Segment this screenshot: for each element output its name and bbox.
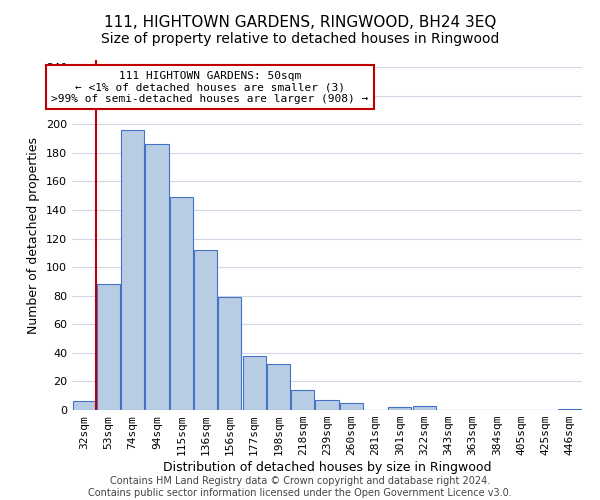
Bar — [97, 284, 120, 410]
Text: Contains HM Land Registry data © Crown copyright and database right 2024.
Contai: Contains HM Land Registry data © Crown c… — [88, 476, 512, 498]
Text: 111 HIGHTOWN GARDENS: 50sqm
← <1% of detached houses are smaller (3)
>99% of sem: 111 HIGHTOWN GARDENS: 50sqm ← <1% of det… — [51, 70, 368, 104]
Bar — [267, 364, 290, 410]
Bar — [73, 402, 95, 410]
Bar — [291, 390, 314, 410]
X-axis label: Distribution of detached houses by size in Ringwood: Distribution of detached houses by size … — [163, 461, 491, 474]
Bar — [218, 297, 241, 410]
Y-axis label: Number of detached properties: Number of detached properties — [28, 136, 40, 334]
Text: 111, HIGHTOWN GARDENS, RINGWOOD, BH24 3EQ: 111, HIGHTOWN GARDENS, RINGWOOD, BH24 3E… — [104, 15, 496, 30]
Bar — [145, 144, 169, 410]
Bar — [413, 406, 436, 410]
Bar — [170, 197, 193, 410]
Bar — [340, 403, 363, 410]
Bar — [316, 400, 338, 410]
Bar — [194, 250, 217, 410]
Bar — [388, 407, 412, 410]
Text: Size of property relative to detached houses in Ringwood: Size of property relative to detached ho… — [101, 32, 499, 46]
Bar — [121, 130, 144, 410]
Bar — [242, 356, 266, 410]
Bar — [559, 408, 581, 410]
